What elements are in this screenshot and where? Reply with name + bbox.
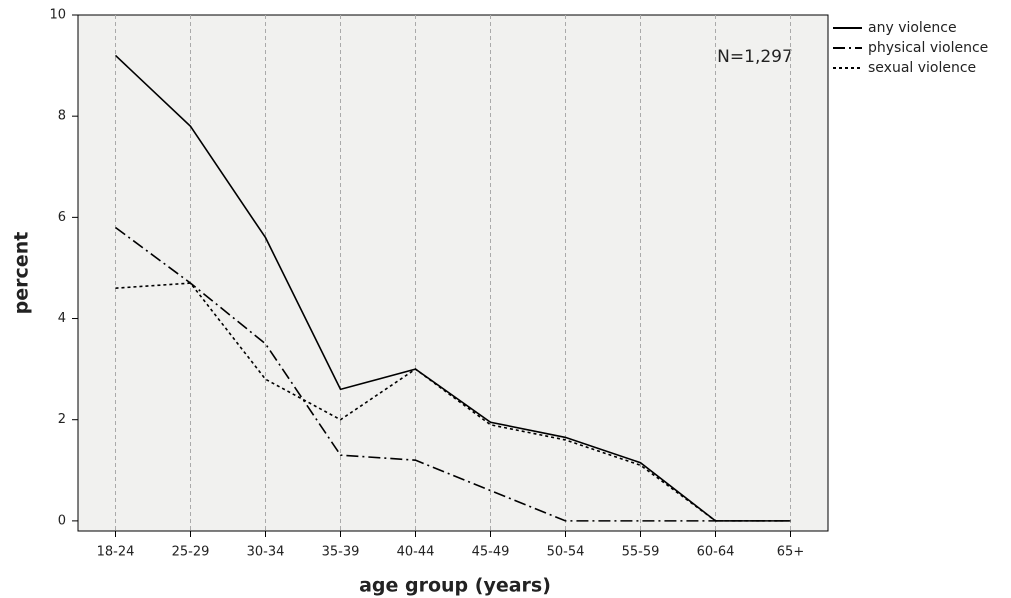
x-tick-label: 50-54 [547,545,585,560]
x-tick-label: 25-29 [172,545,210,560]
y-tick-label: 6 [58,210,66,225]
legend-text: sexual violence [868,60,976,76]
y-tick-label: 2 [58,412,66,427]
x-tick-label: 18-24 [97,545,135,560]
x-axis-title: age group (years) [359,575,551,597]
series-line [114,54,791,522]
x-tick-label: 65+ [777,545,804,560]
annotation: N=1,297 [717,47,793,67]
x-tick-label: 45-49 [472,545,510,560]
x-tick-label: 55-59 [622,545,660,560]
legend-text: physical violence [868,40,988,56]
plot-area [77,14,829,532]
y-tick-label: 10 [49,8,66,23]
x-tick-label: 40-44 [397,545,435,560]
x-tick-label: 35-39 [322,545,360,560]
legend-text: any violence [868,20,957,36]
x-tick-label: 60-64 [697,545,735,560]
y-tick-label: 8 [58,109,66,124]
y-tick-label: 4 [58,311,66,326]
series-line [115,282,791,522]
series-line [115,226,791,522]
y-axis-title: percent [11,232,33,315]
x-tick-label: 30-34 [247,545,285,560]
y-tick-label: 0 [58,513,66,528]
